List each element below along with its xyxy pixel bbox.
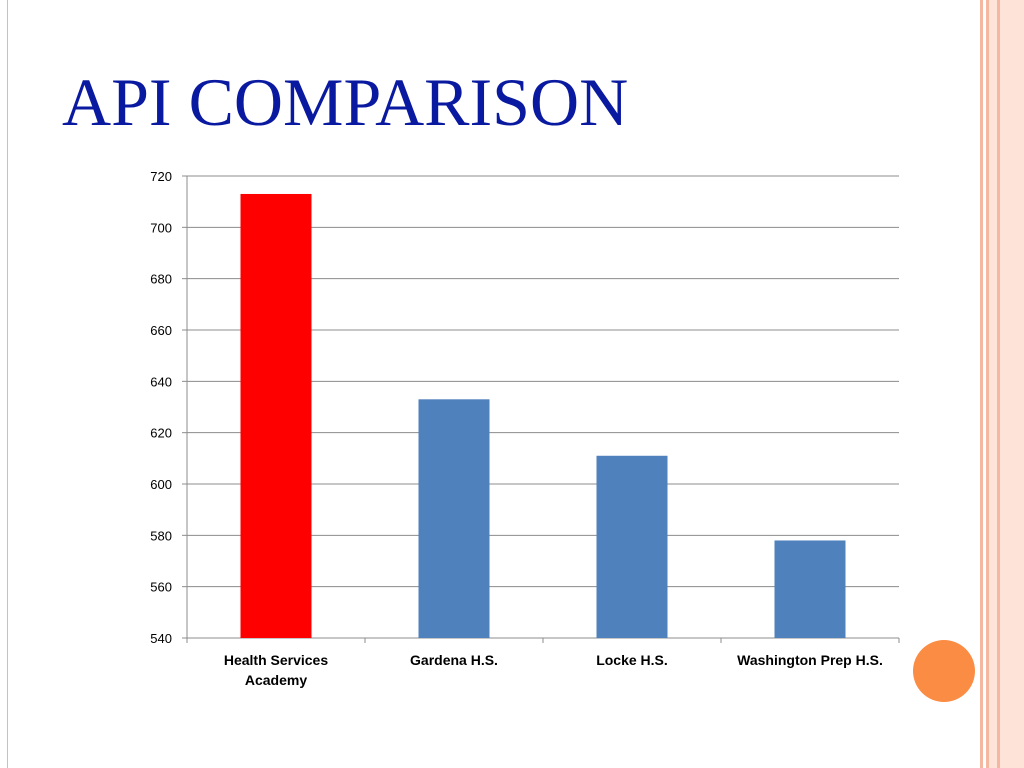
- y-tick-label: 700: [150, 220, 172, 235]
- bar: [596, 455, 668, 638]
- y-tick-label: 680: [150, 272, 172, 287]
- x-category-label: Health Services: [224, 652, 328, 668]
- x-category-label: Academy: [245, 672, 307, 688]
- x-category-label: Locke H.S.: [596, 652, 668, 668]
- bar: [240, 193, 312, 638]
- x-category-label: Washington Prep H.S.: [737, 652, 883, 668]
- y-tick-label: 540: [150, 631, 172, 646]
- y-tick-label: 560: [150, 580, 172, 595]
- slide-title: API COMPARISON: [62, 64, 629, 140]
- y-tick-label: 720: [150, 169, 172, 184]
- slide-frame-right-stripes: [978, 0, 1024, 768]
- x-category-label: Gardena H.S.: [410, 652, 498, 668]
- slide-frame-left: [0, 0, 8, 768]
- y-tick-label: 580: [150, 528, 172, 543]
- y-tick-label: 600: [150, 477, 172, 492]
- y-tick-label: 640: [150, 374, 172, 389]
- y-tick-label: 660: [150, 323, 172, 338]
- bar: [418, 399, 490, 638]
- decorative-orange-circle: [913, 640, 975, 702]
- y-tick-label: 620: [150, 426, 172, 441]
- bar: [774, 540, 846, 638]
